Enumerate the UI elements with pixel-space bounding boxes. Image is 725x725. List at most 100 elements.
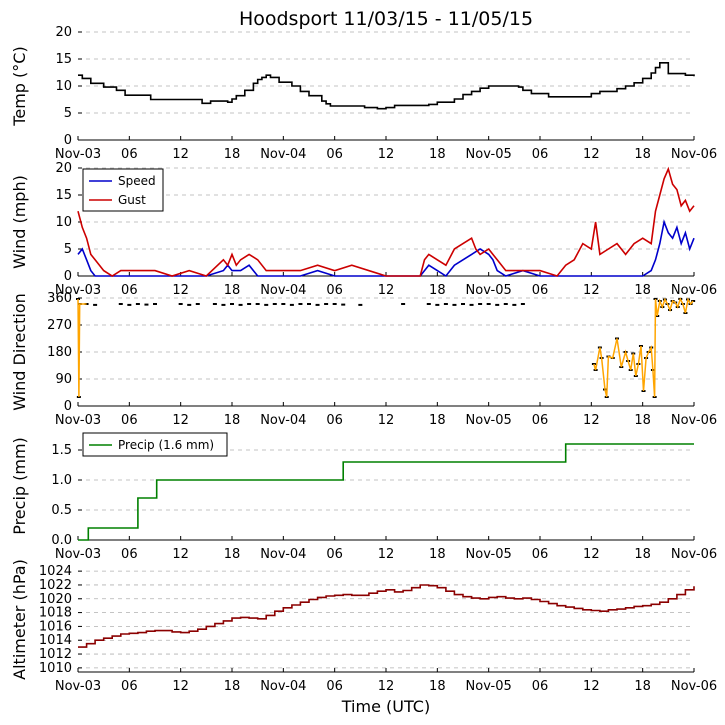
data-point: [332, 303, 337, 305]
y-tick-label: 20: [55, 25, 72, 40]
y-tick-label: 0.0: [51, 533, 72, 548]
y-tick-label: 1022: [39, 578, 72, 593]
data-point: [221, 303, 226, 306]
data-point: [178, 303, 183, 305]
y-axis-label: Temp (°C): [10, 46, 29, 126]
y-tick-label: 20: [55, 161, 72, 176]
data-point: [289, 303, 294, 306]
data-point: [247, 303, 252, 305]
x-tick-label: 12: [583, 547, 600, 562]
x-tick-label: Nov-06: [671, 147, 717, 162]
x-axis-label: Time (UTC): [341, 697, 430, 716]
x-tick-label: Nov-05: [466, 547, 512, 562]
y-tick-label: 180: [47, 345, 72, 360]
x-tick-label: 18: [224, 413, 241, 428]
data-point: [486, 303, 491, 305]
x-tick-label: 06: [121, 679, 138, 694]
x-tick-label: 18: [224, 147, 241, 162]
data-point: [153, 303, 157, 305]
x-tick-label: 18: [224, 679, 241, 694]
data-point: [512, 303, 517, 306]
y-tick-label: 10: [55, 79, 72, 94]
x-tick-label: 12: [583, 147, 600, 162]
x-tick-label: 18: [429, 147, 446, 162]
x-tick-label: Nov-04: [260, 413, 306, 428]
data-point: [691, 300, 696, 302]
x-tick-label: 12: [378, 547, 395, 562]
x-tick-label: 06: [326, 547, 343, 562]
panel-2: 0 5 10 15 20 Nov-03 06 12 18 Nov-04 06 12 18 Nov-05 06…: [10, 161, 717, 298]
y-tick-label: 1.5: [51, 443, 72, 458]
x-tick-label: 06: [121, 547, 138, 562]
legend-label: Gust: [118, 193, 146, 207]
y-axis-label: Altimeter (hPa): [10, 559, 29, 680]
x-tick-label: 06: [532, 283, 549, 298]
x-tick-label: Nov-05: [466, 147, 512, 162]
x-tick-label: 12: [378, 679, 395, 694]
x-tick-label: Nov-05: [466, 283, 512, 298]
x-tick-label: 12: [172, 679, 189, 694]
x-tick-label: 12: [378, 283, 395, 298]
x-tick-label: Nov-03: [55, 547, 101, 562]
y-tick-label: 90: [55, 372, 72, 387]
data-point: [443, 303, 448, 305]
y-tick-label: 0: [64, 133, 72, 148]
x-tick-label: 12: [172, 283, 189, 298]
data-point: [315, 303, 320, 306]
data-point: [469, 303, 474, 306]
y-tick-label: 1010: [39, 661, 72, 676]
x-tick-label: 06: [532, 413, 549, 428]
legend-box: [82, 168, 164, 212]
x-tick-label: 12: [583, 413, 600, 428]
panel-4: 0.0 0.5 1.0 1.5 Nov-03 06 12 18 Nov-04 06 12 18 Nov-…: [10, 432, 717, 562]
x-tick-label: 18: [224, 283, 241, 298]
data-point: [230, 303, 234, 305]
data-point: [452, 303, 457, 306]
data-point: [272, 303, 277, 305]
data-point: [127, 303, 132, 306]
data-point: [93, 303, 98, 306]
data-point: [461, 303, 465, 305]
data-point: [212, 303, 217, 305]
x-tick-label: 06: [121, 147, 138, 162]
series-line: [77, 297, 694, 398]
legend-label: Speed: [118, 174, 156, 188]
x-tick-label: 06: [121, 283, 138, 298]
data-point: [401, 303, 406, 305]
x-tick-label: 18: [429, 283, 446, 298]
y-tick-label: 0.5: [51, 503, 72, 518]
x-tick-label: 18: [634, 283, 651, 298]
x-tick-label: Nov-03: [55, 283, 101, 298]
x-tick-label: 18: [429, 679, 446, 694]
x-tick-label: Nov-03: [55, 413, 101, 428]
x-tick-label: 12: [172, 147, 189, 162]
data-point: [298, 303, 303, 305]
x-tick-label: Nov-05: [466, 413, 512, 428]
x-tick-label: Nov-04: [260, 147, 306, 162]
data-point: [264, 303, 269, 306]
y-tick-label: 5: [64, 106, 72, 121]
x-tick-label: 12: [583, 283, 600, 298]
legend: Precip (1.6 mm): [82, 432, 228, 457]
x-tick-label: 18: [224, 547, 241, 562]
data-point: [238, 303, 243, 306]
y-tick-label: 15: [55, 188, 72, 203]
x-tick-label: Nov-06: [671, 283, 717, 298]
y-tick-label: 5: [64, 242, 72, 257]
data-point: [478, 303, 483, 305]
x-tick-label: 06: [326, 413, 343, 428]
x-tick-label: 18: [634, 679, 651, 694]
x-tick-label: 06: [326, 679, 343, 694]
data-point: [435, 303, 440, 306]
series-line-precip-1-6-mm-: [78, 443, 694, 541]
data-point: [324, 303, 329, 305]
x-tick-label: Nov-04: [260, 547, 306, 562]
y-tick-label: 0: [64, 269, 72, 284]
legend-box: [82, 432, 228, 457]
data-point: [358, 303, 363, 306]
x-tick-label: 06: [326, 283, 343, 298]
x-tick-label: 06: [532, 147, 549, 162]
y-tick-label: 1012: [39, 647, 72, 662]
